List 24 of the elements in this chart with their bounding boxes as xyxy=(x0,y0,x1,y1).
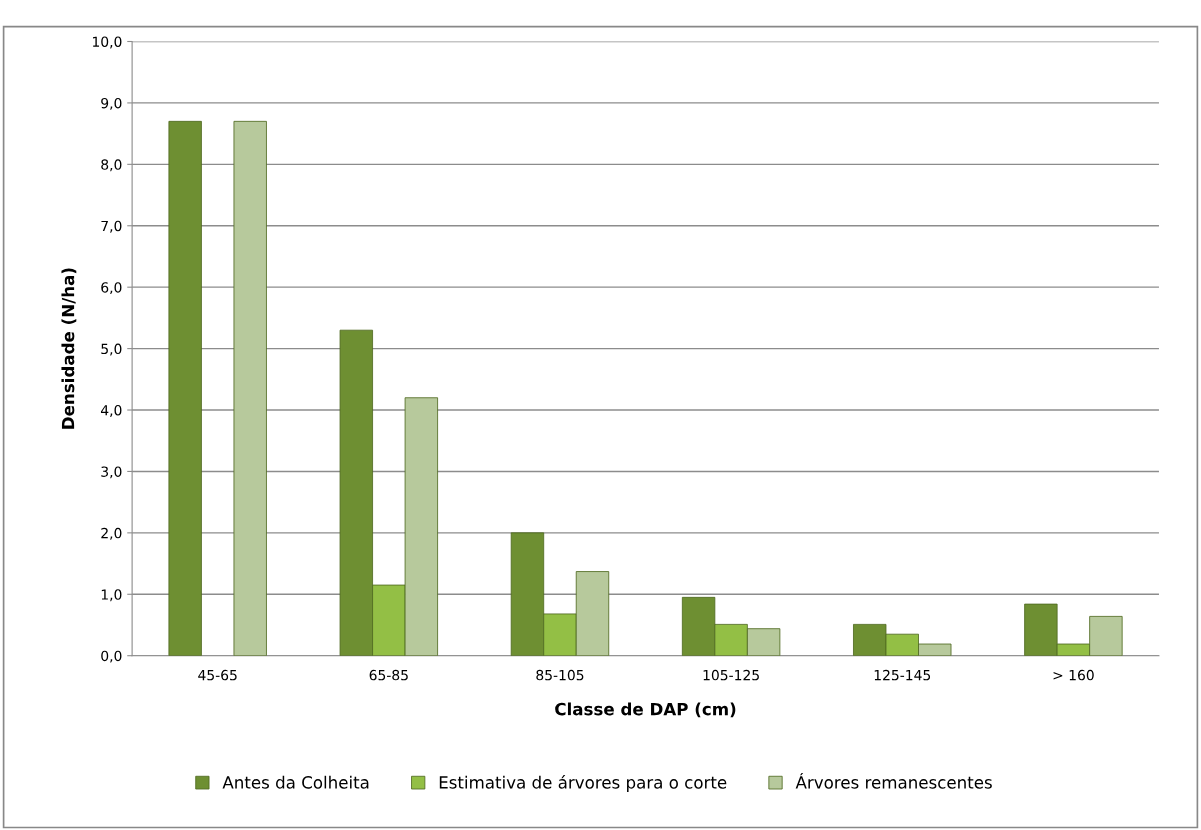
y-tick-label: 5,0 xyxy=(101,343,122,356)
bar xyxy=(168,120,202,656)
y-tick-label: 1,0 xyxy=(101,589,122,602)
y-tick-label: 7,0 xyxy=(101,220,122,233)
x-tick-label: > 160 xyxy=(1053,669,1094,681)
x-tick-label: 125-145 xyxy=(874,669,931,681)
legend-label: Árvores remanescentes xyxy=(795,773,992,789)
x-tick-label: 45-65 xyxy=(198,669,237,681)
x-axis-title: Classe de DAP (cm) xyxy=(555,702,736,718)
y-tick-label: 0,0 xyxy=(101,650,122,663)
x-tick-label: 85-105 xyxy=(536,669,584,681)
y-tick-label: 10,0 xyxy=(92,36,122,49)
bar xyxy=(233,120,267,656)
legend-label: Antes da Colheita xyxy=(222,775,369,789)
y-tick-label: 2,0 xyxy=(101,527,122,540)
y-tick-label: 6,0 xyxy=(101,282,122,295)
x-tick-label: 65-85 xyxy=(369,669,408,681)
y-tick-label: 8,0 xyxy=(101,159,122,172)
x-tick-label: 105-125 xyxy=(703,669,759,681)
y-tick-label: 3,0 xyxy=(101,466,122,479)
legend-label: Estimativa de árvores para o corte xyxy=(439,775,727,792)
y-tick-label: 9,0 xyxy=(101,97,122,110)
y-tick-label: 4,0 xyxy=(100,404,122,417)
y-axis-title: Densidade (N/ha) xyxy=(61,268,77,429)
